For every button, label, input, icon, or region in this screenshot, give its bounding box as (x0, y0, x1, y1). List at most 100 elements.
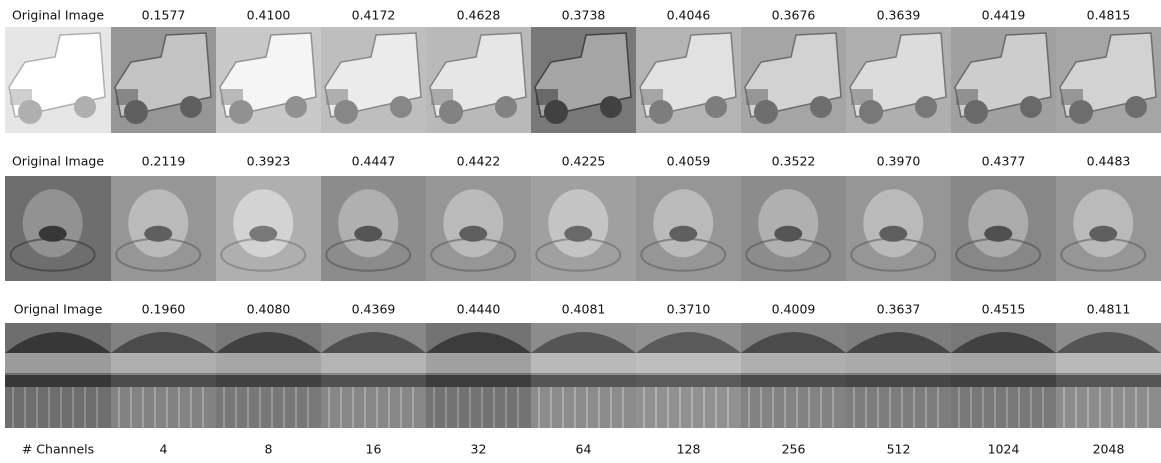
channel-value: 256 (782, 442, 806, 457)
windows (846, 353, 951, 373)
wheel (964, 100, 988, 124)
facade (636, 375, 741, 387)
image-tile (426, 27, 531, 133)
facade (741, 375, 846, 387)
windows (5, 353, 111, 373)
grille (851, 89, 873, 105)
channel-value: 32 (471, 442, 487, 457)
wheel (754, 100, 778, 124)
facade (111, 375, 216, 387)
wheel (390, 96, 412, 118)
dome (741, 332, 846, 353)
score-label: 0.3522 (772, 154, 816, 169)
score-label: 0.4515 (982, 302, 1026, 317)
channel-value: 16 (366, 442, 382, 457)
score-label: 0.3637 (877, 302, 921, 317)
image-tile (951, 323, 1056, 428)
image-tile (216, 176, 321, 281)
windows (531, 353, 636, 373)
image-tile (1056, 27, 1161, 133)
grille (1061, 89, 1083, 105)
seal-mouth (774, 225, 803, 242)
image-tile (741, 176, 846, 281)
grille (956, 89, 978, 105)
image-tile (426, 176, 531, 281)
wheel (334, 100, 358, 124)
dome (1056, 332, 1161, 353)
windows (741, 353, 846, 373)
seal-mouth (249, 225, 278, 242)
image-tile (531, 323, 636, 428)
seal-mouth (459, 225, 488, 242)
windows (426, 353, 531, 373)
wheel (124, 100, 148, 124)
image-tile (5, 27, 111, 133)
seal-head (653, 189, 714, 258)
channel-value: 2048 (1093, 442, 1125, 457)
wheel (649, 100, 673, 124)
grille (536, 89, 558, 105)
wheel (544, 100, 568, 124)
seal-mouth (1089, 225, 1118, 242)
row-label: Original Image (12, 154, 104, 169)
wheel (285, 96, 307, 118)
image-tile (111, 176, 216, 281)
image-tile (531, 27, 636, 133)
channel-value: 512 (887, 442, 911, 457)
seal-head (548, 189, 609, 258)
windows (111, 353, 216, 373)
dome (951, 332, 1056, 353)
image-tile (1056, 323, 1161, 428)
dome (426, 332, 531, 353)
score-label: 0.4172 (352, 8, 396, 23)
grille (116, 89, 138, 105)
image-tile (636, 176, 741, 281)
dome (531, 332, 636, 353)
score-label: 0.3639 (877, 8, 921, 23)
ripple (955, 237, 1042, 272)
image-tile (951, 27, 1056, 133)
score-label: 0.4225 (562, 154, 606, 169)
grille (746, 89, 768, 105)
channels-label: # Channels (22, 442, 94, 457)
image-tile (426, 323, 531, 428)
wheel (1020, 96, 1042, 118)
grille (431, 89, 453, 105)
wheel (18, 100, 42, 124)
grille (10, 89, 32, 105)
channel-value: 64 (576, 442, 592, 457)
seal-head (128, 189, 189, 258)
ripple (220, 237, 307, 272)
row-label: Original Image (12, 8, 104, 23)
score-label: 0.3738 (562, 8, 606, 23)
score-label: 0.3710 (667, 302, 711, 317)
dome (216, 332, 321, 353)
seal-head (22, 189, 83, 258)
seal-mouth (984, 225, 1013, 242)
score-label: 0.4081 (562, 302, 606, 317)
wheel (495, 96, 517, 118)
image-tile (741, 27, 846, 133)
score-label: 0.4628 (457, 8, 501, 23)
grille (326, 89, 348, 105)
seal-head (443, 189, 504, 258)
windows (951, 353, 1056, 373)
facade (951, 375, 1056, 387)
score-label: 0.1577 (142, 8, 186, 23)
image-tile (846, 323, 951, 428)
score-label: 0.4377 (982, 154, 1026, 169)
score-label: 0.4046 (667, 8, 711, 23)
seal-mouth (354, 225, 383, 242)
wheel (74, 96, 96, 118)
seal-mouth (879, 225, 908, 242)
score-label: 0.3970 (877, 154, 921, 169)
seal-head (338, 189, 399, 258)
score-label: 0.4419 (982, 8, 1026, 23)
image-tile (321, 323, 426, 428)
image-tile (741, 323, 846, 428)
wheel (600, 96, 622, 118)
wheel (229, 100, 253, 124)
image-tile (5, 323, 111, 428)
facade (426, 375, 531, 387)
channel-value: 1024 (988, 442, 1020, 457)
